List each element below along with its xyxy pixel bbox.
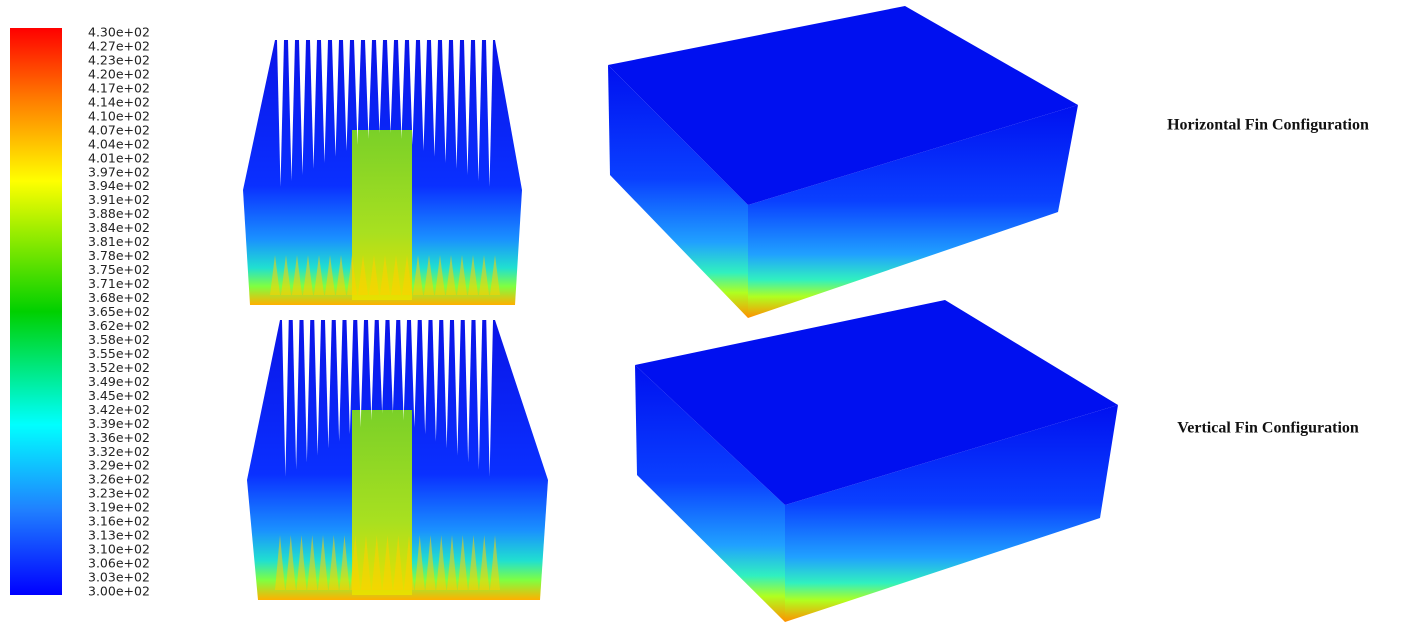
colorbar-label: 3.71e+02 [88, 276, 150, 291]
colorbar-label: 3.88e+02 [88, 206, 150, 221]
colorbar-gradient [10, 28, 62, 595]
colorbar-label: 3.75e+02 [88, 262, 150, 277]
colorbar-label: 3.58e+02 [88, 332, 150, 347]
colorbar-label: 3.62e+02 [88, 318, 150, 333]
fin-array-vertical [247, 320, 548, 600]
colorbar-label: 3.26e+02 [88, 472, 150, 487]
colorbar-label: 3.94e+02 [88, 178, 150, 193]
caption: Horizontal Fin Configuration [1167, 117, 1369, 134]
colorbar-label: 3.32e+02 [88, 444, 150, 459]
colorbar-label: 4.01e+02 [88, 150, 150, 165]
colorbar-label: 3.78e+02 [88, 248, 150, 263]
colorbar-label: 3.81e+02 [88, 234, 150, 249]
colorbar-label: 3.16e+02 [88, 514, 150, 529]
colorbar-label: 3.19e+02 [88, 500, 150, 515]
colorbar-label: 4.27e+02 [88, 38, 150, 53]
colorbar-label: 3.65e+02 [88, 304, 150, 319]
colorbar-label: 3.23e+02 [88, 486, 150, 501]
colorbar-labels: 4.30e+024.27e+024.23e+024.20e+024.17e+02… [88, 25, 150, 599]
colorbar-label: 3.13e+02 [88, 528, 150, 543]
colorbar-label: 3.42e+02 [88, 402, 150, 417]
colorbar-label: 3.39e+02 [88, 416, 150, 431]
colorbar-label: 4.23e+02 [88, 52, 150, 67]
colorbar-label: 3.06e+02 [88, 556, 150, 571]
colorbar-label: 3.84e+02 [88, 220, 150, 235]
colorbar-label: 3.03e+02 [88, 570, 150, 585]
colorbar-label: 3.97e+02 [88, 164, 150, 179]
colorbar-label: 4.04e+02 [88, 136, 150, 151]
colorbar-label: 4.17e+02 [88, 80, 150, 95]
colorbar-label: 3.52e+02 [88, 360, 150, 375]
colorbar-label: 3.36e+02 [88, 430, 150, 445]
colorbar-label: 4.07e+02 [88, 122, 150, 137]
colorbar [10, 28, 62, 595]
colorbar-label: 3.91e+02 [88, 192, 150, 207]
colorbar-label: 3.49e+02 [88, 374, 150, 389]
colorbar-label: 4.10e+02 [88, 108, 150, 123]
colorbar-label: 3.10e+02 [88, 542, 150, 557]
colorbar-label: 4.14e+02 [88, 94, 150, 109]
colorbar-label: 3.45e+02 [88, 388, 150, 403]
colorbar-label: 3.00e+02 [88, 584, 150, 599]
figure: 4.30e+024.27e+024.23e+024.20e+024.17e+02… [0, 0, 1401, 625]
colorbar-label: 3.68e+02 [88, 290, 150, 305]
fin-core [352, 410, 412, 595]
colorbar-label: 4.20e+02 [88, 66, 150, 81]
fin-array-horizontal [243, 40, 522, 305]
colorbar-label: 3.55e+02 [88, 346, 150, 361]
box-vertical [635, 300, 1118, 622]
box-horizontal [608, 6, 1078, 318]
caption: Vertical Fin Configuration [1177, 420, 1359, 437]
colorbar-label: 3.29e+02 [88, 458, 150, 473]
colorbar-label: 4.30e+02 [88, 25, 150, 40]
